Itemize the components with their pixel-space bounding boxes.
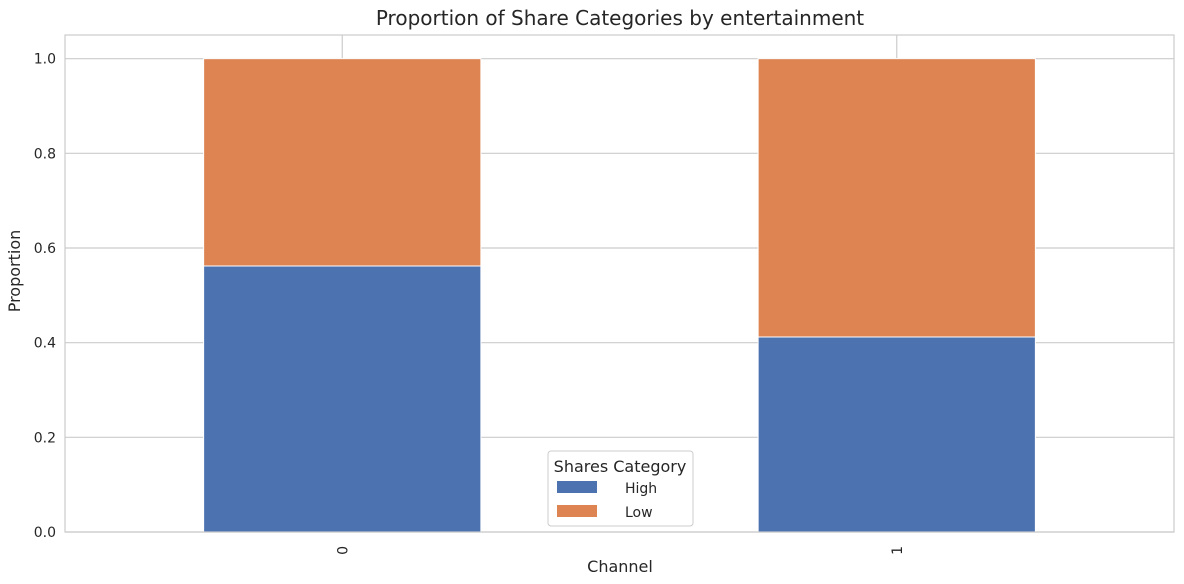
x-tick-label: 1 (890, 546, 906, 555)
y-axis-label: Proportion (5, 230, 24, 313)
y-tick-label: 1.0 (34, 52, 56, 68)
bars (203, 58, 1036, 533)
legend-swatch-low (557, 505, 597, 517)
bar-low-0 (203, 58, 482, 267)
legend: Shares Category High Low (547, 450, 694, 527)
legend-title: Shares Category (554, 457, 687, 476)
legend-label-low: Low (625, 505, 653, 521)
chart-title: Proportion of Share Categories by entert… (376, 6, 864, 30)
x-axis-label: Channel (587, 557, 653, 576)
legend-swatch-high (557, 481, 597, 493)
y-tick-label: 0.4 (34, 336, 56, 352)
plot-frame (64, 34, 1175, 533)
bar-low-1 (757, 58, 1036, 338)
legend-label-high: High (625, 481, 657, 497)
y-tick-label: 0.8 (34, 146, 56, 162)
y-tick-label: 0.2 (34, 430, 56, 446)
axis-ticks: 0.0 0.2 0.4 0.6 0.8 1.0 0 1 (34, 52, 906, 555)
y-tick-label: 0.6 (34, 241, 56, 257)
x-tick-label: 0 (335, 546, 351, 555)
bar-high-0 (203, 265, 482, 533)
y-tick-label: 0.0 (34, 525, 56, 541)
bar-high-1 (757, 336, 1036, 533)
